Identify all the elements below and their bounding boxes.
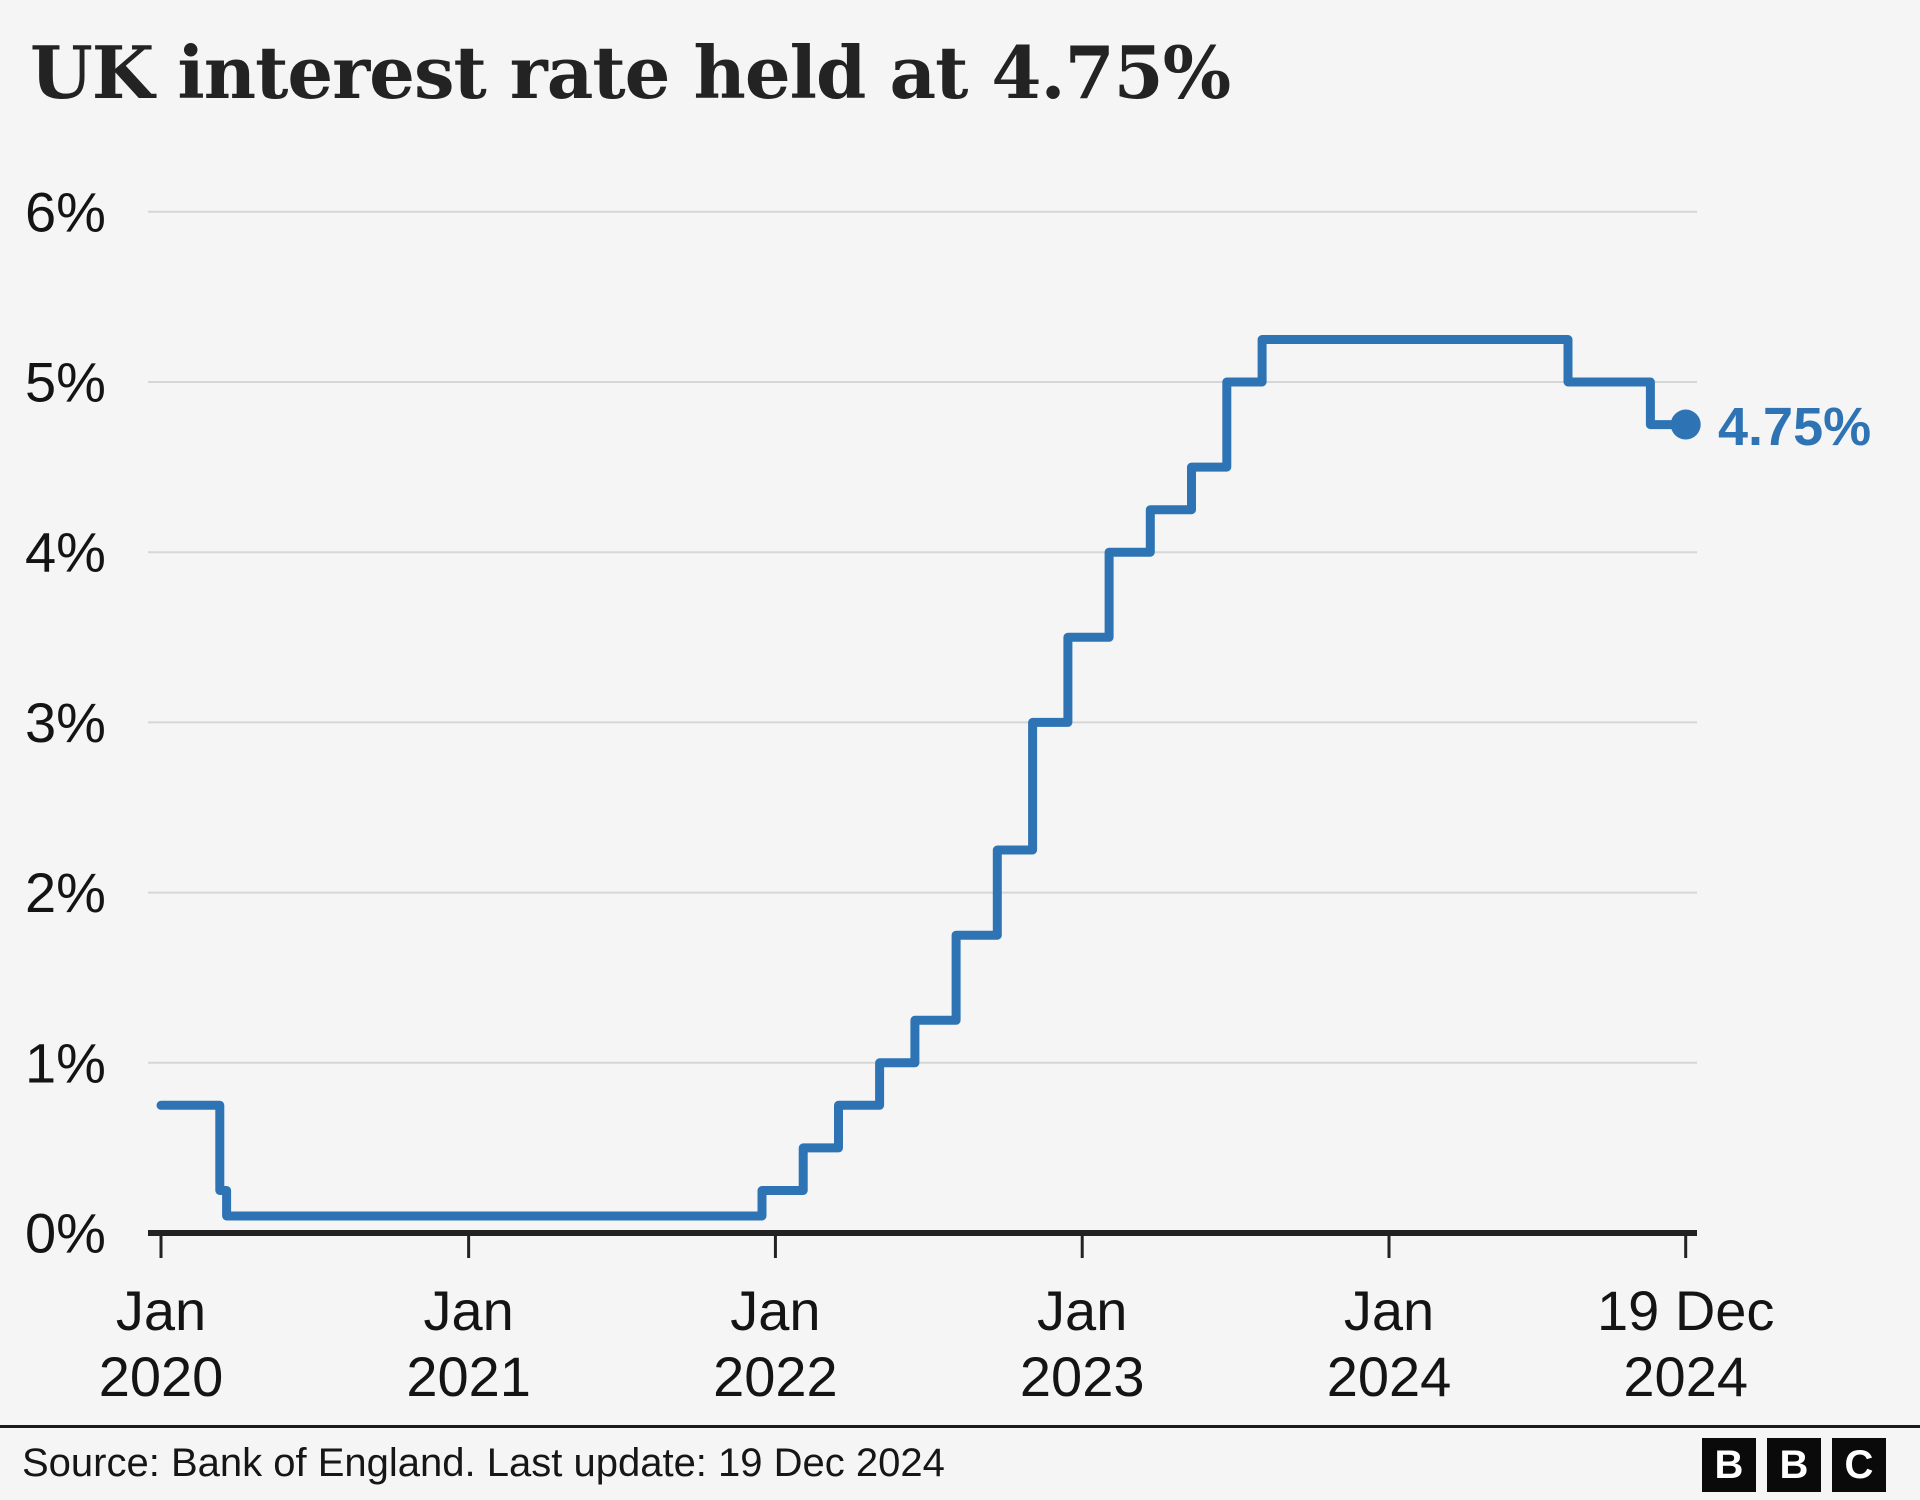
bbc-logo-block: C [1832, 1438, 1886, 1492]
y-axis-label: 3% [25, 691, 106, 754]
y-axis-label: 5% [25, 351, 106, 414]
source-note: Source: Bank of England. Last update: 19… [22, 1441, 945, 1485]
x-axis-label: Jan 2023 [1020, 1279, 1145, 1408]
x-axis-label: 19 Dec 2024 [1597, 1279, 1774, 1408]
x-axis-label: Jan 2021 [406, 1279, 531, 1408]
y-axis-label: 0% [25, 1202, 106, 1265]
chart-title: UK interest rate held at 4.75% [30, 30, 1231, 115]
rate-step-line [156, 335, 1691, 1221]
bbc-logo-block: B [1767, 1438, 1821, 1492]
x-axis-label: Jan 2020 [99, 1279, 224, 1408]
bbc-logo-block: B [1702, 1438, 1756, 1492]
y-axis-label: 1% [25, 1031, 106, 1094]
bbc-logo: B B C [1702, 1438, 1886, 1492]
footer: Source: Bank of England. Last update: 19… [0, 1425, 1920, 1500]
latest-value-dot [1670, 409, 1701, 440]
x-axis-label: Jan 2022 [713, 1279, 838, 1408]
y-axis-label: 2% [25, 861, 106, 924]
y-axis-label: 6% [25, 180, 106, 243]
current-rate-label: 4.75% [1718, 397, 1872, 457]
y-axis-label: 4% [25, 521, 106, 584]
x-axis-label: Jan 2024 [1327, 1279, 1452, 1408]
